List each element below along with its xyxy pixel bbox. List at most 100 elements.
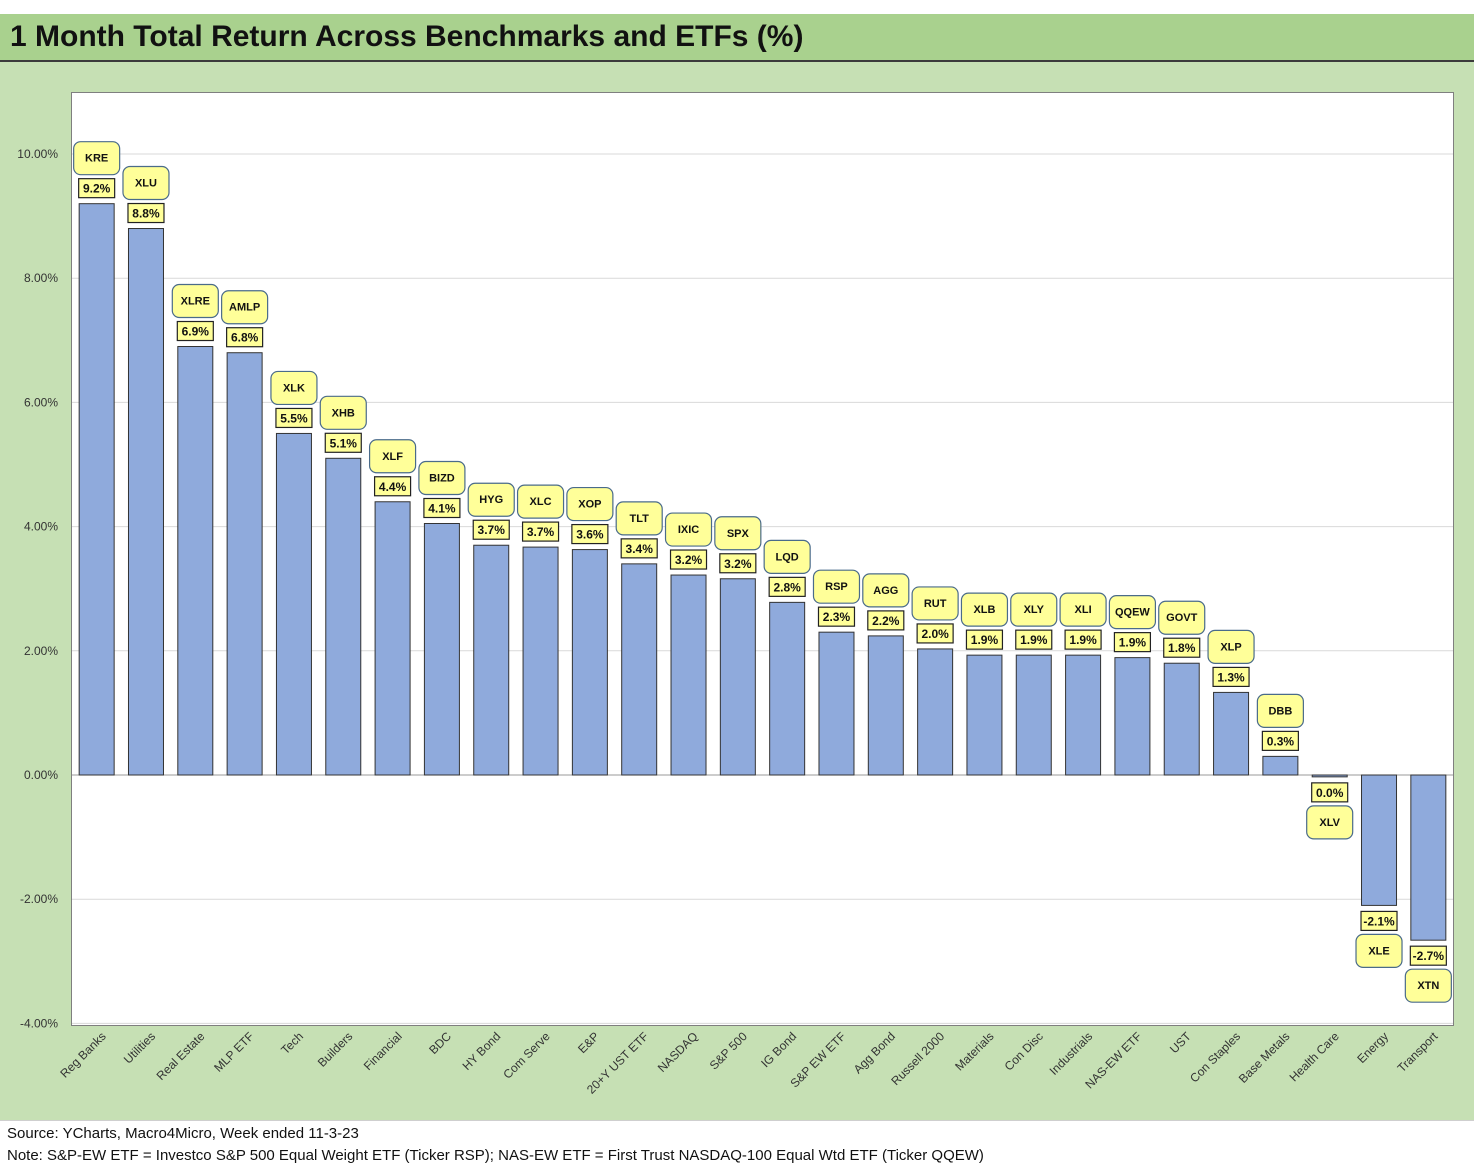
value-label-box [965, 629, 1004, 650]
bar [1065, 654, 1102, 776]
ticker-label: XLRE [181, 296, 210, 308]
value-label: 9.2% [83, 182, 111, 196]
value-label-box [1064, 629, 1102, 650]
ticker-callout [516, 484, 565, 519]
bar [966, 654, 1003, 776]
value-label-box [521, 521, 560, 542]
bar [1114, 657, 1151, 776]
ticker-callout [763, 539, 811, 574]
footnotes: Source: YCharts, Macro4Micro, Week ended… [0, 1120, 1474, 1171]
ticker-callout [122, 165, 170, 201]
ticker-callout [467, 482, 515, 517]
value-label-box [1163, 637, 1201, 658]
bar [917, 648, 954, 776]
bar [818, 631, 855, 776]
ticker-callout [270, 370, 318, 406]
value-label-box [127, 202, 165, 224]
ticker-label: DBB [1268, 705, 1292, 717]
value-label-box [373, 476, 412, 497]
ticker-callout [171, 283, 219, 319]
value-label: 1.9% [971, 633, 999, 647]
ticker-label: RUT [924, 598, 947, 610]
ticker-callout [1404, 968, 1452, 1003]
ticker-label: HYG [479, 494, 503, 506]
value-label: 2.2% [872, 614, 900, 628]
y-tick-label: 4.00% [24, 520, 58, 534]
category-label: Con Disc [1002, 1029, 1046, 1073]
value-label: 2.8% [773, 580, 801, 594]
category-label: Real Estate [154, 1029, 208, 1083]
y-tick-label: 10.00% [17, 147, 58, 161]
value-label: -2.7% [1413, 949, 1445, 963]
bar [769, 601, 806, 776]
bar [621, 563, 658, 776]
value-label: -2.1% [1363, 914, 1395, 928]
category-label: IG Bond [758, 1029, 799, 1070]
value-label-box [1015, 629, 1053, 650]
value-label: 1.8% [1168, 641, 1196, 655]
ticker-callout [1256, 693, 1304, 728]
ticker-label: BIZD [429, 472, 455, 484]
ticker-label: RSP [825, 581, 848, 593]
category-label: Con Staples [1187, 1029, 1243, 1085]
value-label: 0.3% [1267, 734, 1295, 748]
category-label: Tech [278, 1029, 306, 1057]
value-label-box [1409, 945, 1447, 966]
ticker-callout [911, 586, 959, 621]
ticker-label: KRE [85, 153, 108, 165]
bar [473, 544, 510, 776]
y-tick-label: -2.00% [20, 892, 58, 906]
ticker-label: XLK [283, 382, 305, 394]
bar [522, 546, 559, 776]
category-label: Financial [361, 1029, 405, 1073]
value-label: 0.0% [1316, 786, 1344, 800]
value-label-box [1113, 632, 1152, 653]
value-label: 1.9% [1119, 636, 1147, 650]
value-label: 6.8% [231, 331, 259, 345]
ticker-callout [566, 486, 614, 522]
ticker-label: XLB [973, 604, 995, 616]
category-label: Industrials [1047, 1029, 1096, 1078]
category-label: MLP ETF [211, 1029, 257, 1075]
value-label: 4.1% [428, 501, 456, 515]
value-label-box [571, 523, 609, 545]
ticker-callout [319, 395, 367, 430]
bar [78, 203, 115, 776]
ticker-label: XLI [1075, 604, 1092, 616]
y-tick-label: 6.00% [24, 395, 58, 409]
category-label: Agg Bond [851, 1029, 898, 1076]
category-label: BDC [426, 1029, 454, 1057]
ticker-callout [1158, 600, 1206, 635]
bar [1262, 755, 1299, 776]
value-label-box [817, 606, 856, 627]
ticker-label: XLF [382, 451, 403, 463]
value-label-box [78, 178, 116, 199]
value-label-box [423, 497, 461, 519]
ticker-callout [1010, 592, 1058, 627]
bar [571, 549, 608, 776]
ticker-callout [221, 290, 269, 325]
value-label-box [275, 407, 313, 429]
ticker-callout [1059, 592, 1107, 627]
value-label: 3.2% [675, 553, 703, 567]
value-label: 3.2% [724, 557, 752, 571]
category-label: Builders [315, 1029, 356, 1070]
ticker-label: XLC [530, 496, 552, 508]
ticker-callout [418, 460, 466, 496]
value-label-box [1261, 730, 1299, 751]
y-tick-label: 0.00% [24, 768, 58, 782]
value-label: 6.9% [182, 325, 210, 339]
ticker-label: AMLP [229, 302, 260, 314]
bar [275, 432, 312, 776]
bar [177, 346, 214, 776]
value-label: 4.4% [379, 480, 407, 494]
ticker-callout [1306, 805, 1354, 840]
value-label: 3.7% [478, 523, 506, 537]
bar [325, 457, 362, 776]
ticker-label: SPX [727, 528, 750, 540]
value-label-box [867, 610, 905, 631]
category-label: Utilities [121, 1029, 158, 1066]
value-label: 3.6% [576, 528, 604, 542]
value-label-box [1360, 910, 1398, 932]
